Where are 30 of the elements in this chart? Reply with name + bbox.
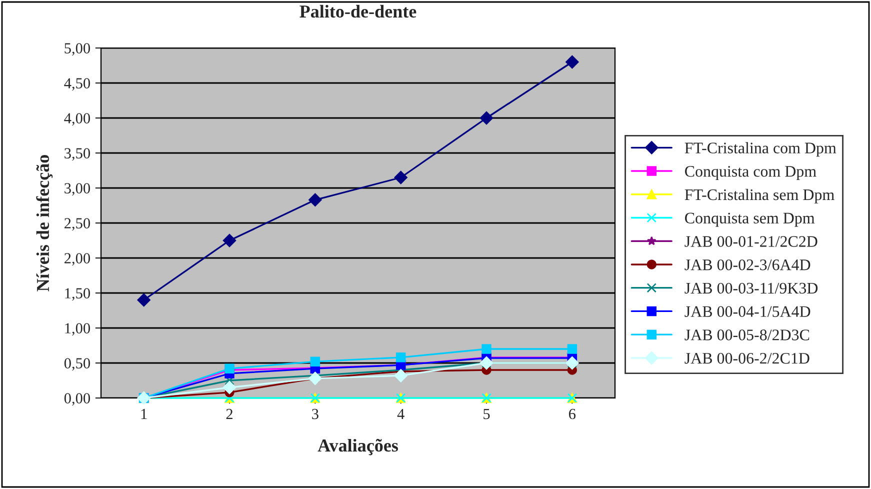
y-tick-label: 2,50 <box>64 218 90 231</box>
legend-label: JAB 00-05-8/2D3C <box>684 330 810 340</box>
legend-label: Conquista com Dpm <box>685 166 816 180</box>
legend-label: JAB 00-03-11/9K3D <box>684 282 818 294</box>
y-tick-label: 1,50 <box>65 288 90 301</box>
x-tick-label: 6 <box>569 408 576 420</box>
x-tick-label: 4 <box>397 408 404 420</box>
x-tick-label: 1 <box>141 408 147 420</box>
x-tick-label: 5 <box>484 409 490 420</box>
legend-label: JAB 00-06-2/2C1D <box>684 352 810 364</box>
y-tick-label: 1,00 <box>65 323 90 336</box>
legend-label: FT-Cristalina com Dpm <box>684 142 836 157</box>
y-tick-label: 4,50 <box>64 78 90 91</box>
chart-title: Palito-de-dente <box>300 4 416 18</box>
y-tick-label: 0,50 <box>64 358 90 371</box>
y-tick-label: 2,00 <box>64 253 90 266</box>
legend-label: JAB 00-02-3/6A4D <box>684 259 810 270</box>
x-tick-label: 2 <box>226 408 232 420</box>
legend-label: JAB 00-01-21/2C2D <box>684 236 818 247</box>
legend-label: JAB 00-04-1/5A4D <box>684 306 810 317</box>
y-tick-label: 3,50 <box>64 148 90 161</box>
x-tick-label: 3 <box>312 408 318 420</box>
x-axis-title: Avaliações <box>318 438 398 456</box>
legend-label: FT-Cristalina sem Dpm <box>684 188 834 204</box>
y-axis-title: Níveis de infecção <box>36 154 53 292</box>
y-tick-label: 4,00 <box>64 113 90 126</box>
y-tick-label: 5,00 <box>64 43 90 56</box>
y-tick-label: 3,00 <box>64 183 90 196</box>
legend-label: Conquista sem Dpm <box>685 212 815 227</box>
y-tick-label: 0,00 <box>64 393 90 406</box>
